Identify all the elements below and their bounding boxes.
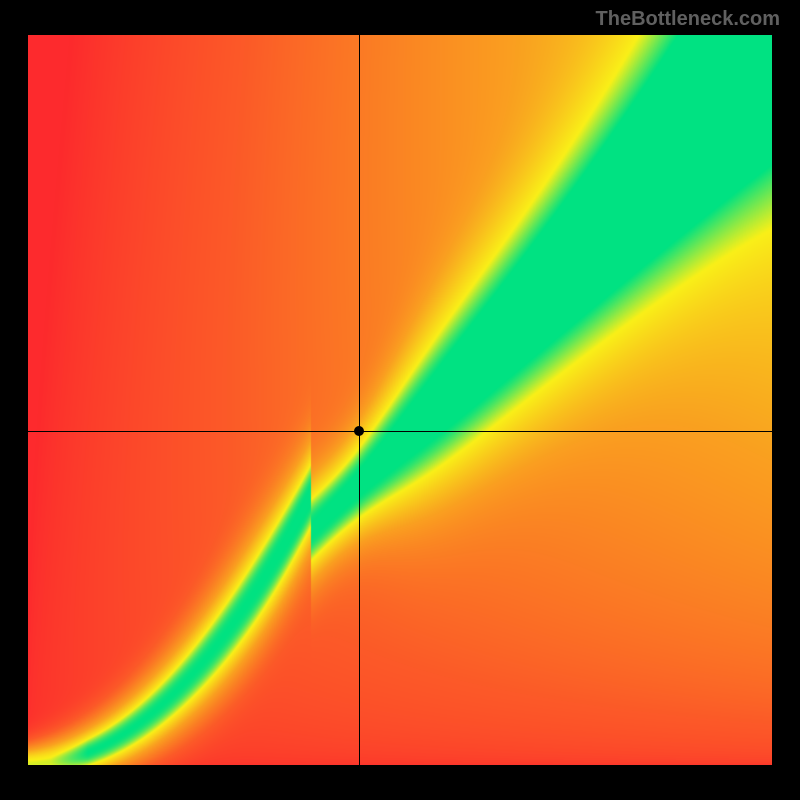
crosshair-horizontal xyxy=(28,431,772,432)
plot-area xyxy=(28,35,772,765)
marker-dot xyxy=(354,426,364,436)
watermark-text: TheBottleneck.com xyxy=(596,8,780,31)
heatmap-canvas xyxy=(28,35,772,765)
crosshair-vertical xyxy=(359,35,360,765)
chart-container: TheBottleneck.com xyxy=(0,0,800,800)
